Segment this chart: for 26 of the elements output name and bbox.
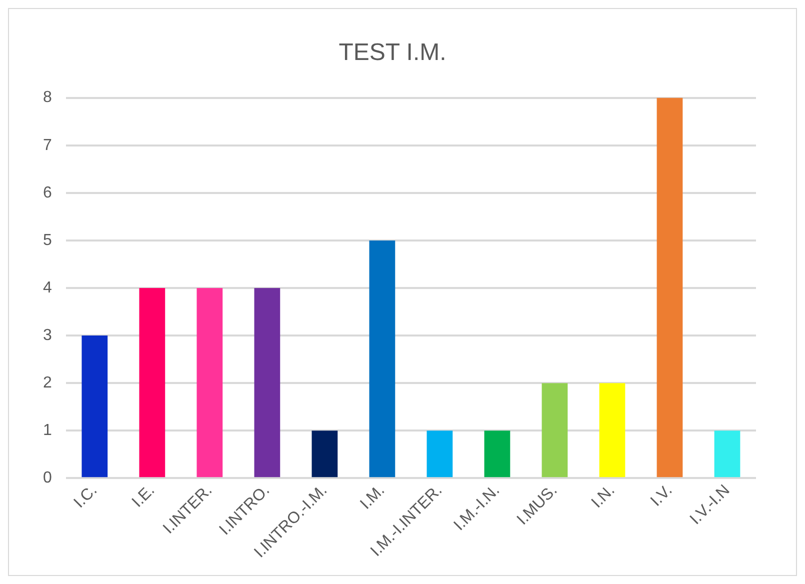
y-tick-label: 1 [42, 422, 52, 440]
bar [369, 240, 396, 478]
x-tick-label: I.C. [70, 482, 101, 512]
x-tick-label: I.N. [588, 482, 618, 512]
bar [484, 430, 510, 478]
bar [426, 430, 453, 478]
bar [599, 383, 626, 478]
x-tick-label: I.E. [129, 482, 158, 511]
x-tick-label: I.V. [648, 482, 676, 510]
bar [254, 288, 280, 478]
y-tick-label: 0 [42, 470, 52, 487]
bar [312, 430, 338, 478]
y-tick-label: 2 [42, 374, 52, 392]
y-tick-label: 8 [42, 89, 52, 106]
y-tick-label: 6 [42, 184, 52, 202]
y-tick-label: 7 [42, 136, 52, 154]
bar [82, 336, 108, 478]
y-tick-label: 4 [42, 279, 52, 296]
bar [656, 98, 683, 478]
bar [139, 288, 166, 478]
bar [714, 430, 740, 478]
bar [196, 288, 223, 478]
y-tick-label: 5 [42, 232, 52, 249]
bar [542, 383, 568, 478]
y-tick-label: 3 [42, 326, 52, 344]
chart-title: TEST I.M. [338, 39, 446, 66]
